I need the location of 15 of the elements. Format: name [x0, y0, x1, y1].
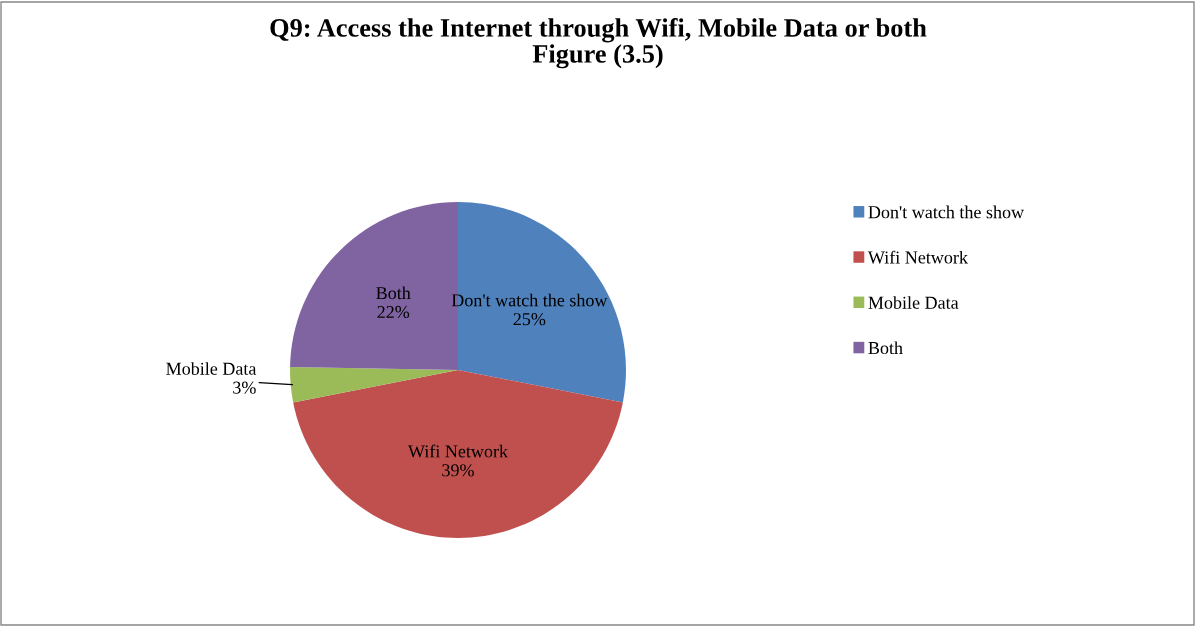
chart-title: Q9: Access the Internet through Wifi, Mobile Data or both Figure (3.5): [270, 18, 927, 69]
legend-label: Both: [868, 341, 903, 355]
legend-label: Wifi Network: [867, 250, 968, 264]
slice-label: Mobile Data: [166, 362, 257, 375]
data-label: 25%: [513, 313, 546, 326]
pie-slice: [290, 367, 458, 403]
slice-label: Don't watch the show: [451, 293, 608, 307]
data-label: 39%: [442, 464, 474, 477]
data-label: 3%: [233, 381, 256, 394]
slice-label: Both: [376, 286, 411, 300]
data-label: 22%: [377, 305, 410, 319]
slice-label: Wifi Network: [407, 444, 509, 458]
legend-label: Don't watch the show: [868, 205, 1025, 219]
legend-label: Mobile Data: [868, 296, 959, 309]
pie-slice: [293, 370, 623, 538]
